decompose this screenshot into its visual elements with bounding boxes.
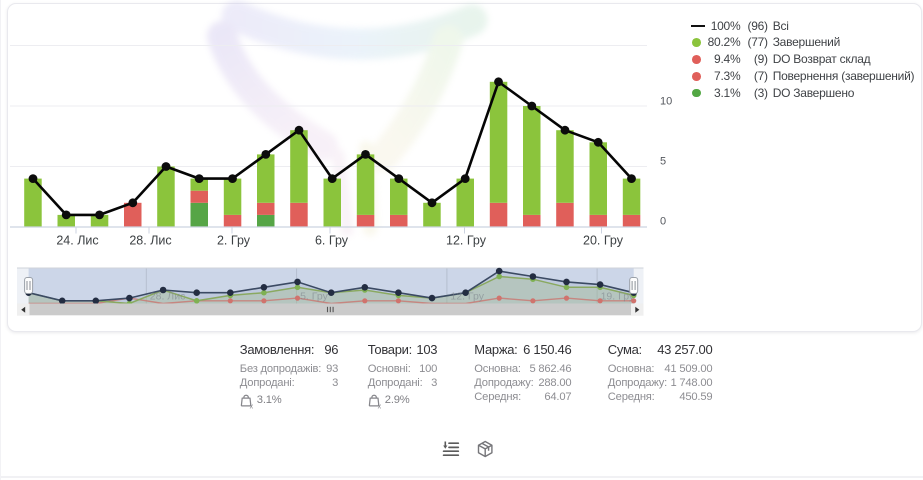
svg-text:5: 5: [660, 156, 666, 168]
svg-text:x: x: [377, 403, 381, 409]
svg-text:2. Гру: 2. Гру: [217, 234, 251, 248]
svg-text:x: x: [249, 403, 253, 409]
svg-text:28. Лис: 28. Лис: [150, 291, 186, 303]
svg-text:6. Гру: 6. Гру: [315, 234, 349, 248]
svg-text:10: 10: [660, 96, 672, 108]
svg-text:24. Лис: 24. Лис: [56, 234, 98, 248]
svg-text:12. Гру: 12. Гру: [446, 234, 487, 248]
svg-text:5. Гру: 5. Гру: [300, 291, 328, 303]
svg-text:28. Лис: 28. Лис: [129, 234, 171, 248]
svg-text:19. Гру: 19. Гру: [601, 291, 635, 303]
svg-text:0: 0: [660, 216, 666, 228]
svg-text:20. Гру: 20. Гру: [583, 234, 624, 248]
svg-text:12. Гру: 12. Гру: [450, 291, 484, 303]
